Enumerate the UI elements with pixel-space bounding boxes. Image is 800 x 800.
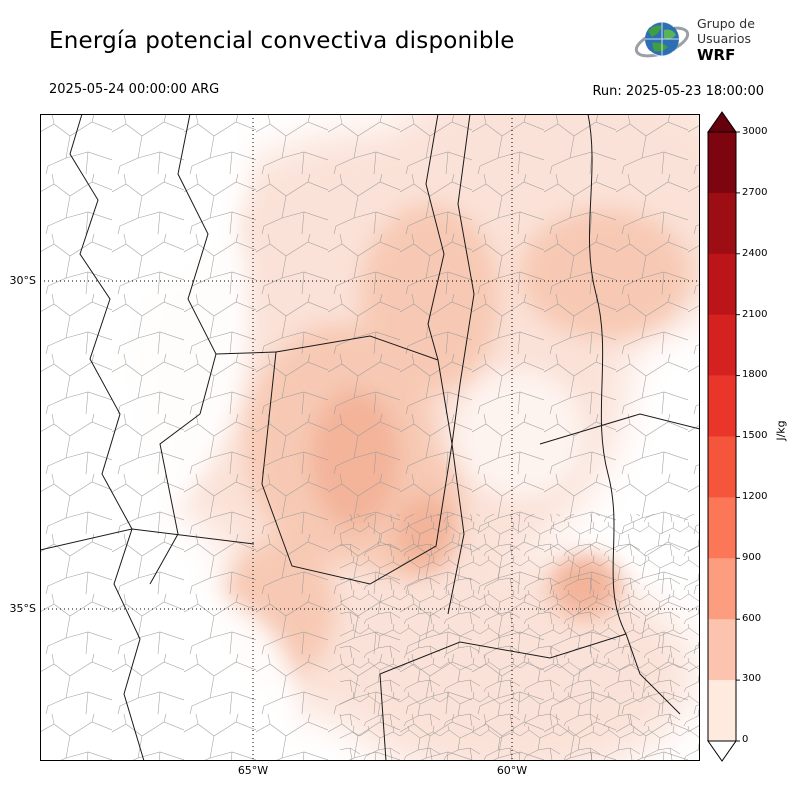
colorbar-segment bbox=[708, 375, 736, 437]
colorbar-tick: 2400 bbox=[742, 248, 768, 259]
colorbar-tick: 2100 bbox=[742, 309, 768, 320]
colorbar-over-arrow bbox=[707, 111, 737, 133]
colorbar-tick: 0 bbox=[742, 734, 749, 745]
colorbar-under-arrow bbox=[707, 740, 737, 762]
colorbar-segment bbox=[708, 132, 736, 194]
lon-tick-65w: 65°W bbox=[237, 764, 269, 777]
wrf-logo: Grupo de Usuarios WRF bbox=[634, 12, 755, 70]
logo-line-3: WRF bbox=[697, 45, 736, 64]
map-canvas bbox=[40, 114, 700, 761]
colorbar-segment bbox=[708, 192, 736, 255]
colorbar-tick-labels: 3000 2700 2400 2100 1800 1500 1200 900 6… bbox=[742, 0, 782, 800]
valid-time-label: 2025-05-24 00:00:00 ARG bbox=[49, 82, 220, 97]
colorbar-segment bbox=[708, 314, 736, 376]
colorbar bbox=[707, 111, 740, 762]
colorbar-segment bbox=[708, 253, 736, 315]
department-boundaries bbox=[40, 114, 700, 761]
logo-line-2: Usuarios bbox=[697, 31, 752, 47]
colorbar-segment bbox=[708, 619, 736, 681]
map-border bbox=[40, 114, 700, 761]
colorbar-tickmarks bbox=[736, 131, 740, 742]
colorbar-tick: 3000 bbox=[742, 126, 768, 137]
page-title: Energía potencial convectiva disponible bbox=[49, 28, 515, 54]
colorbar-tick: 2700 bbox=[742, 187, 768, 198]
lat-tick-30s: 30°S bbox=[9, 274, 36, 287]
lon-tick-60w: 60°W bbox=[496, 764, 528, 777]
colorbar-segment bbox=[708, 436, 736, 498]
colorbar-segment bbox=[708, 680, 736, 741]
colorbar-tick: 900 bbox=[742, 552, 762, 563]
colorbar-tick: 300 bbox=[742, 673, 762, 684]
logo-line-1: Grupo de bbox=[697, 16, 755, 32]
colorbar-tick: 600 bbox=[742, 613, 762, 624]
run-time-label: Run: 2025-05-23 18:00:00 bbox=[592, 84, 764, 99]
colorbar-tick: 1500 bbox=[742, 430, 768, 441]
colorbar-tick: 1200 bbox=[742, 491, 768, 502]
wrf-logo-globe-icon bbox=[634, 21, 690, 58]
colorbar-unit-label: J/kg bbox=[774, 420, 788, 441]
colorbar-segment bbox=[708, 558, 736, 620]
province-boundaries bbox=[40, 114, 700, 761]
lat-tick-35s: 35°S bbox=[9, 602, 36, 615]
colorbar-tick: 1800 bbox=[742, 369, 768, 380]
colorbar-segment bbox=[708, 497, 736, 559]
